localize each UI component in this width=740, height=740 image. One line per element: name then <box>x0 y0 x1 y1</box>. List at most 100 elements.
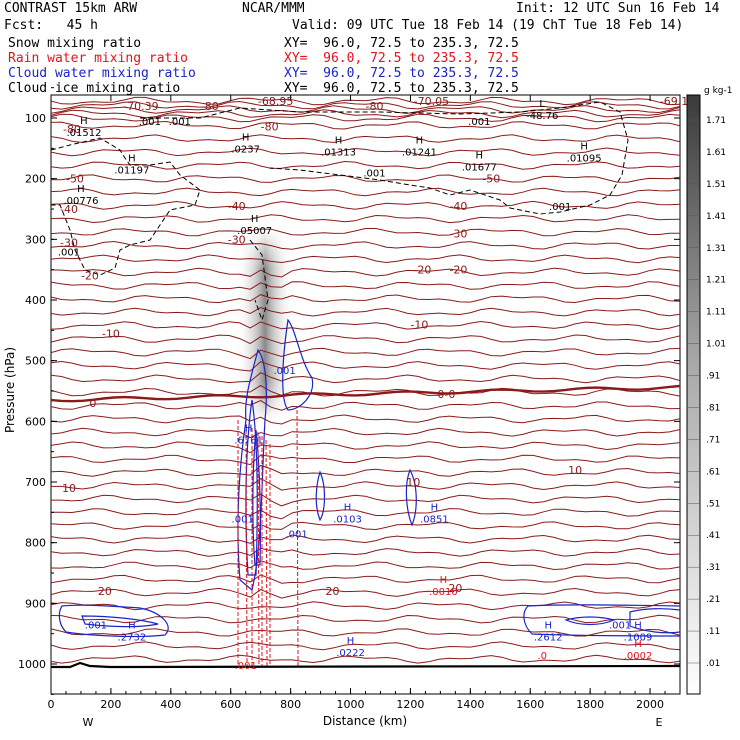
maximum-value: .2732 <box>118 633 147 644</box>
init-time: Init: 12 UTC Sun 16 Feb 14 <box>516 1 720 16</box>
maximum-h-marker: H <box>80 116 88 127</box>
colorbar-label: .11 <box>706 627 720 637</box>
isotherm-label: -30 <box>449 227 467 240</box>
x-tick-label: 1000 <box>337 698 365 711</box>
isotherm-line <box>51 547 680 557</box>
isotherm-label: -50 <box>66 173 84 186</box>
rain-water-contour <box>296 409 299 667</box>
maximum-h-marker: H <box>476 151 484 162</box>
isotherm-label: -80 <box>63 123 81 136</box>
isotherm-label: -70.39 <box>123 100 158 113</box>
maximum-value: .0237 <box>231 144 260 155</box>
isotherm-line <box>51 614 680 624</box>
isotherm-line <box>51 372 680 384</box>
snow-shading <box>236 232 294 418</box>
west-label: W <box>83 716 94 729</box>
cloud-water-contour <box>282 318 314 411</box>
isotherm-line <box>51 240 680 250</box>
y-tick-label: 100 <box>25 112 46 125</box>
cloud-water-contour <box>81 615 159 628</box>
maximum-value: .0002 <box>624 651 653 662</box>
isotherm-line <box>51 113 680 123</box>
isotherm-line <box>51 100 680 110</box>
isotherm-label: -30 <box>60 236 78 249</box>
maximum-value: .2612 <box>534 633 563 644</box>
maximum-value: .01241 <box>402 147 437 158</box>
colorbar-label: .21 <box>706 595 720 605</box>
isotherm-label: 0-0 <box>437 388 455 401</box>
contour-label: .0 <box>537 651 547 662</box>
y-tick-label: 700 <box>25 476 46 489</box>
y-tick-label: 500 <box>25 355 46 368</box>
isotherm-line <box>51 534 680 544</box>
y-tick-label: 1000 <box>18 658 46 671</box>
colorbar-label: 1.71 <box>706 116 726 126</box>
y-axis-title: Pressure (hPa) <box>3 347 17 433</box>
isotherm-line <box>51 105 680 114</box>
isotherm-label: -80 <box>261 120 279 133</box>
maximum-h-marker: H <box>242 132 250 143</box>
maximum-h-marker: H <box>335 135 343 146</box>
maximum-h-marker: H <box>347 636 355 647</box>
isotherm-line <box>51 254 680 264</box>
maximum-h-marker: H <box>634 639 642 650</box>
colorbar-label: 1.21 <box>706 276 726 286</box>
isotherm-line <box>51 441 680 454</box>
cloud-water-contour <box>564 616 616 626</box>
valid-time: Valid: 09 UTC Tue 18 Feb 14 (19 ChT Tue … <box>292 18 684 33</box>
isotherm-line <box>51 109 680 119</box>
contour-label: .001 <box>139 117 161 128</box>
maximum-value: .01197 <box>114 166 149 177</box>
axes: 0 200 400 600 800 1000 1200 1400 1600 1800 2000100… <box>18 87 681 711</box>
isotherm-line <box>51 587 680 599</box>
field-label-cloud-ice: Cloud ice mixing ratio <box>8 81 181 96</box>
field-xy-snow: XY= 96.0, 72.5 to 235.3, 72.5 <box>284 36 519 51</box>
isotherm-line <box>51 654 680 664</box>
maximum-h-marker: H <box>440 575 448 586</box>
isotherm-line <box>51 96 680 106</box>
maximum-value: .01095 <box>567 153 602 164</box>
terrain-line <box>51 661 680 669</box>
x-tick-label: 0 <box>48 698 55 711</box>
isotherm-label: -20 <box>413 264 431 277</box>
x-tick-label: 1200 <box>396 698 424 711</box>
maximum-value: .0010 <box>429 587 458 598</box>
isotherm-line <box>51 454 680 466</box>
isotherm-line <box>51 134 680 144</box>
maximum-value: .0222 <box>336 648 365 659</box>
contour-label: .001 <box>273 366 295 377</box>
isotherm-line <box>51 601 680 611</box>
maximum-h-marker: H <box>416 135 424 146</box>
isotherm-line <box>51 521 680 531</box>
maximum-h-marker: H <box>128 621 136 632</box>
isotherm-line <box>51 214 680 224</box>
isotherm-line <box>51 200 680 210</box>
maximum-value: .01677 <box>462 163 497 174</box>
isotherm-line <box>51 464 680 477</box>
field-label-snow: Snow mixing ratio <box>8 36 142 51</box>
cloud-water-contour <box>315 470 326 522</box>
isotherm-label: -69.1 <box>660 95 688 108</box>
maximum-value: .01313 <box>321 147 356 158</box>
isotherm-line <box>51 508 680 520</box>
isotherm-line <box>51 493 680 507</box>
isotherm-label: 20 <box>98 585 112 598</box>
center-name: NCAR/MMM <box>242 1 305 16</box>
x-tick-label: 1800 <box>576 698 604 711</box>
isotherm-label: 10 <box>406 476 420 489</box>
isotherm-line <box>51 120 680 130</box>
colorbar-unit: g kg-1 <box>704 86 732 96</box>
colorbar-label: 1.61 <box>706 148 726 158</box>
contour-label: .001 <box>85 621 107 632</box>
y-tick-label: 300 <box>25 233 46 246</box>
colorbar-label: .71 <box>706 435 720 445</box>
isotherm-label: -68.95 <box>258 95 293 108</box>
rain-water-contours <box>237 409 299 667</box>
maximum-value: .01512 <box>66 128 101 139</box>
contour-label: .001 <box>609 621 631 632</box>
y-tick-label: 200 <box>25 173 46 186</box>
isotherm-line <box>51 477 680 491</box>
maximum-h-marker: H <box>344 502 352 513</box>
isotherm-label: 0 <box>89 397 96 410</box>
